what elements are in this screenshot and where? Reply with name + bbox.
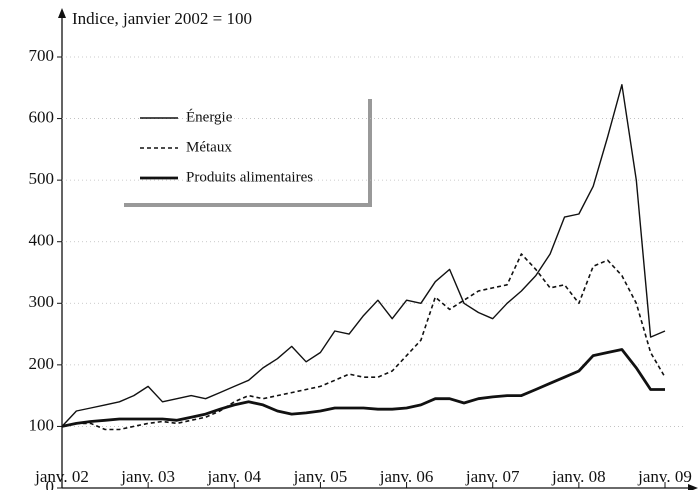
x-tick-label: janv. 05 <box>293 467 348 486</box>
y-tick-label: 700 <box>29 46 55 65</box>
x-tick-label: janv. 09 <box>637 467 692 486</box>
x-tick-label: janv. 02 <box>34 467 89 486</box>
y-tick-label: 600 <box>29 107 55 126</box>
y-tick-label: 500 <box>29 169 55 188</box>
legend-box <box>120 95 368 203</box>
line-series <box>61 84 666 427</box>
y-tick-label: 200 <box>29 354 55 373</box>
legend-label: Produits alimentaires <box>186 169 313 185</box>
line-series <box>61 253 666 431</box>
line-series <box>61 348 665 428</box>
y-tick-label: 400 <box>29 231 55 250</box>
y-tick-label: 100 <box>29 415 55 434</box>
x-tick-label: janv. 06 <box>379 467 434 486</box>
chart-title: Indice, janvier 2002 = 100 <box>72 9 252 28</box>
legend-label: Énergie <box>186 108 233 125</box>
x-tick-label: janv. 08 <box>551 467 606 486</box>
y-axis-arrow <box>58 8 66 18</box>
x-tick-label: janv. 04 <box>206 467 261 486</box>
y-tick-label: 300 <box>29 292 55 311</box>
legend-label: Métaux <box>186 139 232 155</box>
x-tick-label: janv. 03 <box>120 467 175 486</box>
x-tick-label: janv. 07 <box>465 467 520 486</box>
y-tick-label: 0 <box>46 477 55 490</box>
x-axis-arrow <box>688 484 698 490</box>
